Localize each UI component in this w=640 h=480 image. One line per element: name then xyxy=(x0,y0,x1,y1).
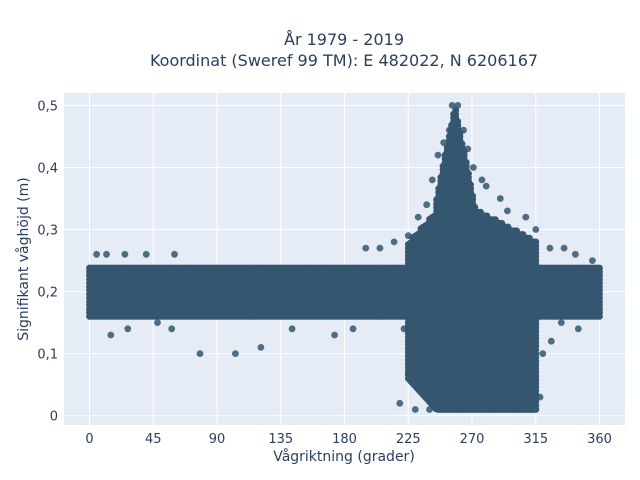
data-point xyxy=(596,264,603,272)
data-points xyxy=(86,102,603,413)
